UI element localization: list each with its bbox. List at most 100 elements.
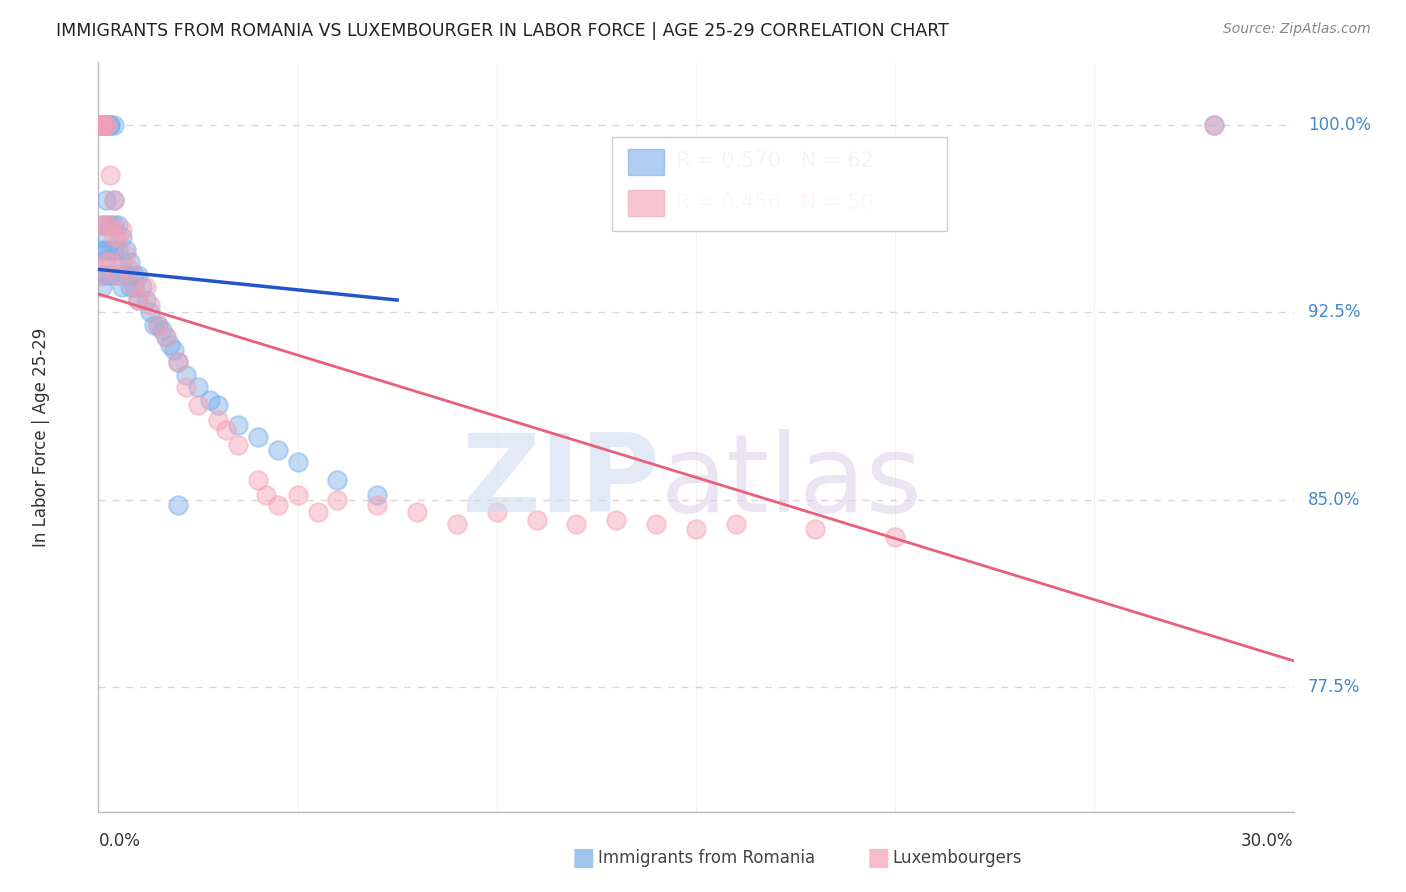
Text: Immigrants from Romania: Immigrants from Romania — [598, 849, 814, 867]
Text: IMMIGRANTS FROM ROMANIA VS LUXEMBOURGER IN LABOR FORCE | AGE 25-29 CORRELATION C: IMMIGRANTS FROM ROMANIA VS LUXEMBOURGER … — [56, 22, 949, 40]
Point — [159, 337, 181, 351]
Point — [526, 512, 548, 526]
Point — [127, 268, 149, 282]
Point — [215, 423, 238, 437]
Point — [326, 473, 349, 487]
Point — [96, 118, 118, 132]
Point — [120, 255, 142, 269]
Point — [155, 330, 177, 344]
Point — [139, 305, 162, 319]
Point — [103, 218, 125, 232]
Point — [724, 517, 747, 532]
Text: R = 0.456   N = 50: R = 0.456 N = 50 — [676, 193, 873, 212]
Point — [111, 280, 134, 294]
Point — [143, 318, 166, 332]
Point — [124, 268, 146, 282]
Point — [98, 118, 122, 132]
Point — [804, 523, 827, 537]
Point — [96, 255, 118, 269]
Text: ZIP: ZIP — [461, 429, 661, 535]
Point — [98, 268, 122, 282]
Text: ■: ■ — [868, 847, 890, 870]
Point — [115, 248, 138, 262]
Point — [103, 193, 125, 207]
Point — [103, 118, 125, 132]
Point — [103, 243, 125, 257]
Point — [226, 437, 249, 451]
Point — [131, 280, 153, 294]
Point — [307, 505, 329, 519]
Point — [107, 218, 129, 232]
Point — [326, 492, 349, 507]
Point — [91, 118, 114, 132]
Point — [1202, 118, 1225, 132]
Text: 85.0%: 85.0% — [1308, 491, 1360, 508]
Text: 30.0%: 30.0% — [1241, 831, 1294, 850]
Point — [135, 280, 157, 294]
FancyBboxPatch shape — [628, 190, 664, 216]
Point — [150, 323, 173, 337]
Point — [91, 218, 114, 232]
Point — [198, 392, 221, 407]
Point — [645, 517, 668, 532]
Point — [267, 442, 290, 457]
Point — [406, 505, 429, 519]
Point — [91, 118, 114, 132]
Point — [91, 118, 114, 132]
Point — [884, 530, 907, 544]
Point — [565, 517, 588, 532]
Point — [98, 255, 122, 269]
Point — [98, 243, 122, 257]
Point — [207, 412, 229, 426]
Point — [267, 498, 290, 512]
Point — [366, 487, 388, 501]
Point — [167, 498, 190, 512]
Point — [96, 118, 118, 132]
Point — [96, 118, 118, 132]
Point — [98, 218, 122, 232]
Point — [167, 355, 190, 369]
Text: R = 0.570   N = 62: R = 0.570 N = 62 — [676, 152, 873, 171]
Point — [91, 118, 114, 132]
Point — [107, 230, 129, 244]
Point — [174, 368, 197, 382]
Point — [98, 118, 122, 132]
Point — [366, 498, 388, 512]
Point — [111, 223, 134, 237]
Point — [98, 168, 122, 182]
Point — [287, 455, 309, 469]
Text: ■: ■ — [572, 847, 595, 870]
Point — [96, 118, 118, 132]
Point — [103, 193, 125, 207]
Text: Source: ZipAtlas.com: Source: ZipAtlas.com — [1223, 22, 1371, 37]
Point — [98, 218, 122, 232]
Point — [115, 243, 138, 257]
Point — [167, 355, 190, 369]
Point — [187, 380, 209, 394]
Point — [103, 230, 125, 244]
Point — [187, 398, 209, 412]
Text: Luxembourgers: Luxembourgers — [893, 849, 1022, 867]
Point — [124, 280, 146, 294]
Point — [91, 218, 114, 232]
Point — [124, 280, 146, 294]
Point — [254, 487, 277, 501]
Point — [91, 230, 114, 244]
Point — [111, 255, 134, 269]
Point — [120, 280, 142, 294]
Point — [107, 243, 129, 257]
Point — [120, 262, 142, 277]
Point — [605, 512, 627, 526]
Point — [91, 280, 114, 294]
Point — [91, 118, 114, 132]
Point — [91, 118, 114, 132]
Point — [148, 318, 170, 332]
Point — [139, 298, 162, 312]
Point — [226, 417, 249, 432]
Point — [111, 230, 134, 244]
Point — [127, 293, 149, 307]
Point — [148, 318, 170, 332]
Point — [91, 268, 114, 282]
Point — [96, 243, 118, 257]
Point — [107, 268, 129, 282]
